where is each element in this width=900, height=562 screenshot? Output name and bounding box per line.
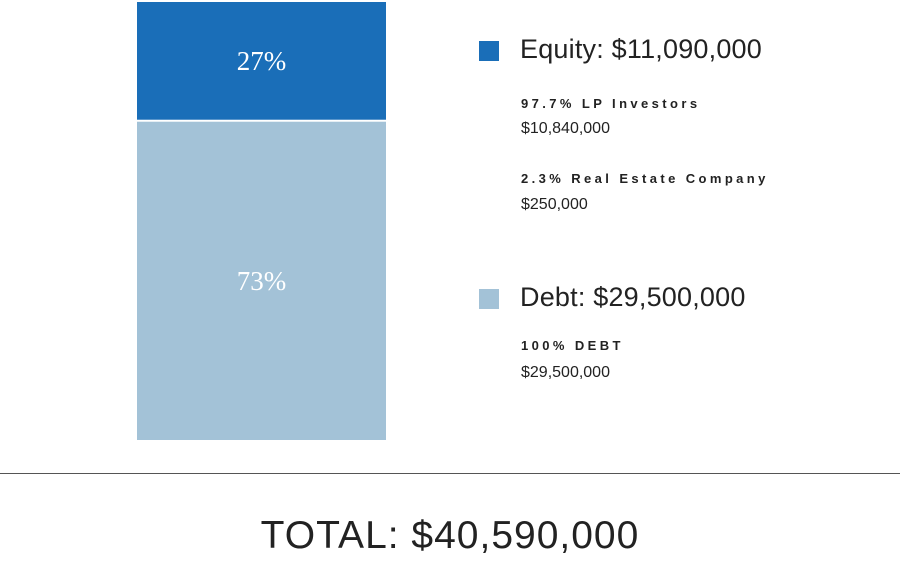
debt-swatch [479,289,499,309]
stacked-bar-chart: 27% 73% [137,2,386,440]
equity-item-lp-investors-name: 97.7% LP Investors [521,96,701,111]
equity-item-lp-investors-amount: $10,840,000 [521,120,610,137]
bar-label-equity: 27% [237,46,287,76]
equity-swatch [479,41,499,61]
equity-item-real-estate-company-name: 2.3% Real Estate Company [521,171,769,186]
total-label: TOTAL: $40,590,000 [260,514,640,557]
divider-line [0,473,900,474]
bar-segment-debt [137,121,386,440]
bar-label-debt: 73% [237,266,287,296]
equity-item-real-estate-company-amount: $250,000 [521,196,588,213]
bar-segment-equity [137,2,386,120]
debt-item-name: 100% DEBT [521,338,624,353]
debt-item-amount: $29,500,000 [521,364,610,381]
equity-legend-title: Equity: $11,090,000 [520,34,762,64]
debt-legend-title: Debt: $29,500,000 [520,282,746,312]
